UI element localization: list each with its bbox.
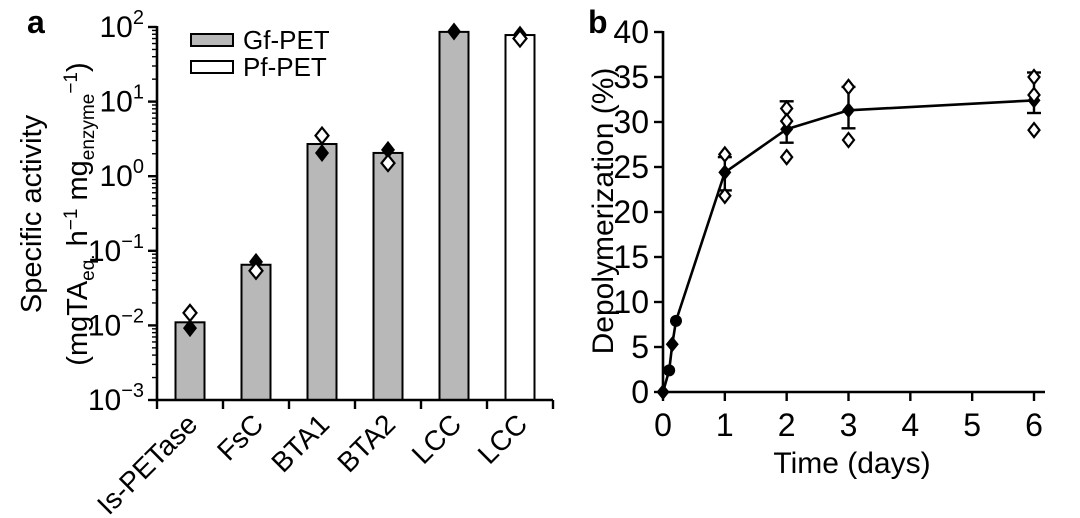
data-point-circle <box>669 314 682 327</box>
replicate-point-open <box>512 28 528 49</box>
bar-lcc-pf-pet <box>504 34 536 401</box>
y-axis-title-a-part: −1 <box>61 72 82 94</box>
bar-bta2-gf-pet <box>372 151 404 401</box>
y-tick-label: 35 <box>613 59 649 95</box>
legend-row-gf-pet: Gf-PET <box>190 26 330 53</box>
replicate-point-open <box>717 187 732 205</box>
bar-fsc-gf-pet <box>240 263 272 401</box>
y-axis-title-a-line2: (mgTAeq. h−1 mgenzyme−1) <box>52 0 109 444</box>
x-tick-label: 3 <box>840 407 858 443</box>
y-tick-label: 10−3 <box>88 380 144 417</box>
y-axis-title-panel-a: Specific activity (mgTAeq. h−1 mgenzyme−… <box>12 0 99 444</box>
x-tick-label: 2 <box>778 407 796 443</box>
y-tick-label: 5 <box>631 329 649 365</box>
y-axis-title-a-part: −1 <box>61 208 82 231</box>
legend-row-pf-pet: Pf-PET <box>190 53 330 80</box>
y-axis-title-a-part: h <box>62 230 94 255</box>
panel-label-a: a <box>27 4 45 40</box>
panel-label-b: b <box>588 4 608 40</box>
y-tick-label: 40 <box>613 14 649 50</box>
y-tick-label: 20 <box>613 194 649 230</box>
x-axis-title-panel-b: Time (days) <box>773 447 931 480</box>
axes-a <box>155 26 553 402</box>
y-axis-title-a-part: mg <box>62 160 94 209</box>
x-tick-label: 0 <box>654 407 672 443</box>
y-tick-label: 30 <box>613 104 649 140</box>
y-tick-label: 100 <box>100 156 145 193</box>
y-axis-ticks-a: 102 101 100 10−1 10−2 10−3 <box>88 7 555 417</box>
y-axis-title-a-part: enzyme <box>78 93 99 161</box>
data-point-diamond <box>665 336 679 353</box>
replicate-point-filled <box>381 140 395 159</box>
replicate-point-open <box>841 78 856 96</box>
data-point-diamond <box>718 164 732 181</box>
replicate-point-open <box>841 131 856 149</box>
replicate-point-open <box>717 145 732 164</box>
y-tick-label: 25 <box>613 149 649 185</box>
y-tick-label: 102 <box>100 7 145 44</box>
replicate-point-open <box>314 125 330 146</box>
y-axis-title-a-line1: Specific activity <box>16 114 48 314</box>
replicate-point-filled <box>315 143 329 162</box>
category-label-bta1: BTA1 <box>265 408 335 478</box>
x-tick-label: 6 <box>1025 407 1043 443</box>
legend-swatch-pf-pet-icon <box>190 59 234 74</box>
y-tick-label: 15 <box>613 239 649 275</box>
y-tick-label: 10−2 <box>88 305 144 342</box>
replicate-point-open <box>1027 68 1041 86</box>
replicate-point-filled <box>447 22 461 41</box>
replicate-point-open <box>182 303 198 323</box>
replicate-point-filled <box>183 319 197 338</box>
replicate-point-open <box>380 153 396 173</box>
category-label-bta2: BTA2 <box>331 408 401 478</box>
legend-label-pf-pet: Pf-PET <box>243 51 327 82</box>
bars-group <box>174 30 536 402</box>
data-point-diamond <box>842 102 855 119</box>
replicate-point-open <box>779 148 794 166</box>
category-label-lcc: LCC <box>472 408 534 470</box>
replicate-point-open <box>779 112 794 130</box>
category-label-fsc: FsC <box>211 408 269 466</box>
y-tick-label: 10 <box>613 284 649 320</box>
y-axis-title-panel-b: Depolymerization (%) <box>587 67 620 355</box>
category-label-lcc: LCC <box>406 408 468 470</box>
y-tick-label: 101 <box>100 82 145 119</box>
y-tick-label: 0 <box>631 374 649 410</box>
replicate-point-open <box>1027 86 1041 104</box>
y-tick-label: 10−1 <box>88 231 144 268</box>
y-axis-title-a-part: ) <box>62 62 94 72</box>
x-tick-label: 1 <box>716 407 734 443</box>
legend-swatch-gf-pet-icon <box>190 32 234 47</box>
replicate-point-open <box>1027 121 1041 139</box>
bar-lcc-gf-pet <box>438 30 470 402</box>
legend: Gf-PET Pf-PET <box>190 26 330 80</box>
replicate-point-open <box>248 261 264 281</box>
x-tick-label: 4 <box>901 407 919 443</box>
legend-label-gf-pet: Gf-PET <box>243 24 330 55</box>
bar-bta1-gf-pet <box>306 143 338 401</box>
y-axis-title-a-part: (mgTA <box>62 280 94 366</box>
line-chart-panel-b: 0 5 10 15 20 25 30 35 40 0 1 2 3 4 5 6 <box>613 14 1045 443</box>
data-point-circle <box>663 364 676 377</box>
x-tick-label: 5 <box>963 407 981 443</box>
y-axis-title-a-part: eq. <box>78 254 99 281</box>
ticks-b: 0 5 10 15 20 25 30 35 40 0 1 2 3 4 5 6 <box>613 14 1042 443</box>
